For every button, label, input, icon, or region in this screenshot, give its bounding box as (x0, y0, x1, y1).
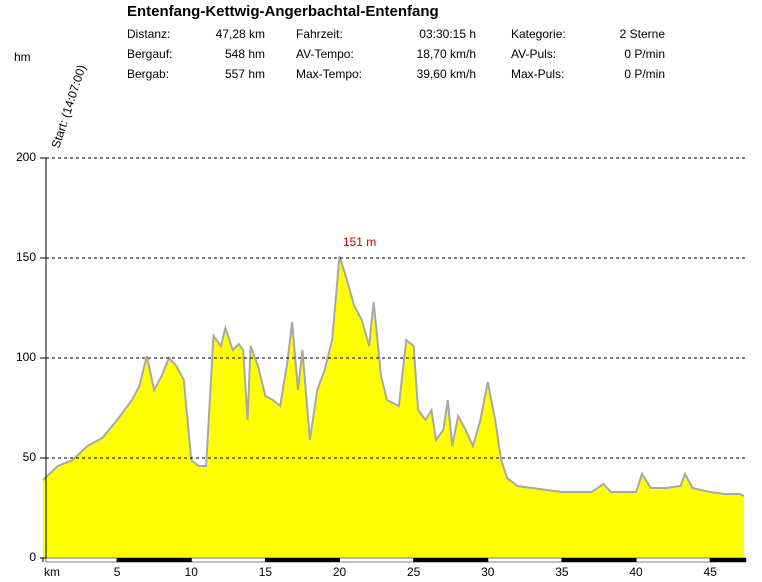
stat-text: AV-Puls: (511, 47, 556, 61)
stat-text: AV-Tempo: (296, 47, 354, 61)
stat-text: 548 hm (225, 47, 265, 61)
x-axis-segment (561, 558, 637, 562)
stat-text: 47,28 km (216, 27, 265, 41)
y-tick-label: 100 (16, 350, 36, 364)
area-fill (43, 256, 744, 558)
stat-text: Max-Puls: (511, 67, 564, 81)
y-unit: hm (14, 50, 31, 64)
stat-text: 39,60 km/h (417, 67, 476, 81)
x-tick-label: 20 (333, 565, 347, 579)
stat-text: 0 P/min (624, 47, 665, 61)
x-tick-label: 10 (185, 565, 199, 579)
stat-text: Bergauf: (127, 47, 172, 61)
stat-text: Distanz: (127, 27, 170, 41)
x-axis-segment (413, 558, 488, 562)
x-tick-label: 45 (704, 565, 718, 579)
peak-label: 151 m (343, 235, 376, 249)
stat-text: 03:30:15 h (419, 27, 476, 41)
stat-text: Kategorie: (511, 27, 566, 41)
x-axis-segment (710, 558, 746, 562)
x-tick-label: 40 (629, 565, 643, 579)
profile-line (42, 255, 745, 497)
stat-text: Bergab: (127, 67, 169, 81)
y-tick-label: 200 (16, 150, 36, 164)
x-tick-label: 35 (555, 565, 569, 579)
x-tick-label: 5 (114, 565, 121, 579)
stat-text: 0 P/min (624, 67, 665, 81)
y-tick-label: 150 (16, 250, 36, 264)
stat-text: Max-Tempo: (296, 67, 362, 81)
y-tick-label: 0 (29, 550, 36, 564)
x-axis-segment (117, 558, 192, 562)
x-tick-label: 25 (407, 565, 421, 579)
stat-text: 2 Sterne (620, 27, 666, 41)
x-tick-label: 30 (481, 565, 495, 579)
stat-text: Fahrzeit: (296, 27, 343, 41)
x-axis-segment (265, 558, 340, 562)
stat-text: 18,70 km/h (417, 47, 476, 61)
x-tick-label: km (44, 565, 60, 579)
chart-title: Entenfang-Kettwig-Angerbachtal-Entenfang (127, 3, 439, 20)
stat-text: 557 hm (225, 67, 265, 81)
x-tick-label: 15 (259, 565, 273, 579)
y-tick-label: 50 (23, 450, 37, 464)
